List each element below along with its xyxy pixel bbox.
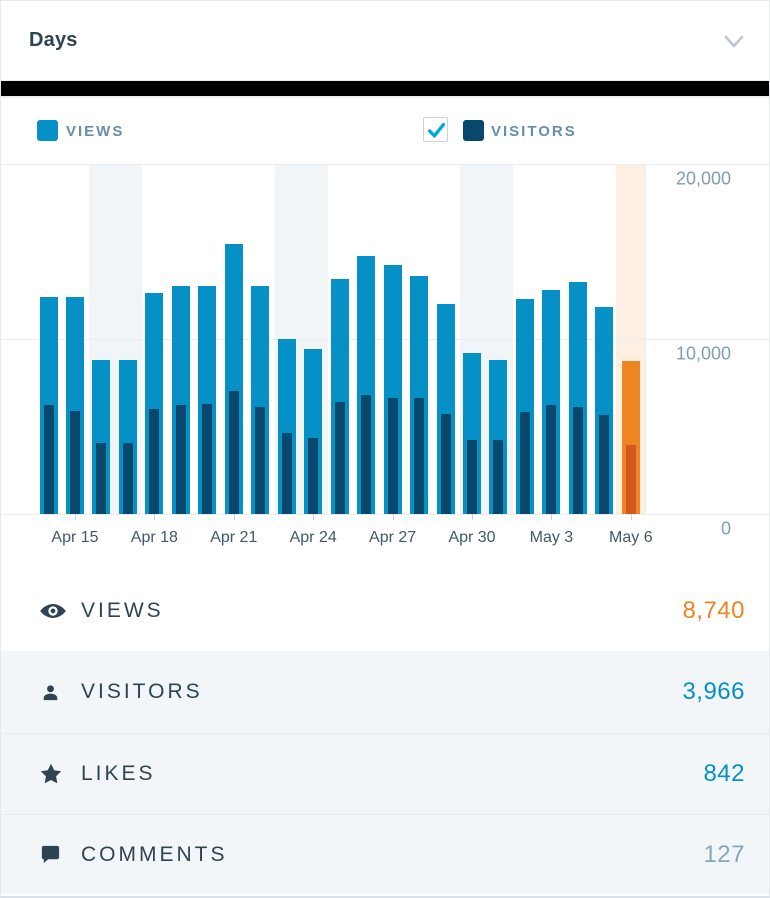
tab-comments-value: 127	[703, 840, 745, 868]
x-tick	[472, 514, 474, 520]
tab-likes-value: 842	[703, 760, 745, 787]
x-tick-label: Apr 30	[448, 529, 496, 546]
visitors-bar-apr-23[interactable]	[281, 433, 292, 514]
tab-visitors-value: 3,966	[682, 678, 745, 705]
tab-comments-label: COMMENTS	[81, 842, 228, 866]
visitors-bar-may-2[interactable]	[519, 412, 530, 514]
visitors-bar-apr-15[interactable]	[69, 411, 80, 514]
plot-right-border	[645, 164, 646, 514]
chevron-down-icon[interactable]	[721, 28, 747, 54]
x-axis-line	[1, 514, 769, 515]
tab-views-label: VIEWS	[81, 598, 164, 622]
user-icon	[39, 681, 81, 704]
x-tick	[74, 514, 76, 520]
eye-icon	[39, 597, 81, 625]
x-tick-label: Apr 15	[51, 529, 99, 546]
visitors-bar-apr-22[interactable]	[255, 407, 266, 514]
visitors-bar-apr-30[interactable]	[467, 440, 478, 514]
views-legend-label: VIEWS	[66, 123, 125, 140]
stats-bar-chart: Apr 15 Apr 18 Apr 21 Apr 24 Apr 27 Apr 30 May …	[1, 159, 769, 559]
visitors-checkbox[interactable]	[423, 117, 448, 142]
x-tick	[313, 514, 315, 520]
tab-views[interactable]: VIEWS 8,740	[1, 570, 769, 651]
y-tick-10000: 10,000	[675, 343, 731, 364]
visitors-bar-apr-29[interactable]	[440, 414, 451, 514]
visitors-bar-apr-19[interactable]	[175, 405, 186, 514]
star-icon	[39, 762, 81, 786]
spacer	[1, 559, 769, 570]
visitors-bar-apr-21[interactable]	[228, 391, 239, 514]
x-tick-label: Apr 18	[130, 529, 178, 546]
visitors-bar-apr-16[interactable]	[96, 443, 107, 514]
chart-bars	[1, 159, 769, 559]
visitors-bar-apr-27[interactable]	[387, 398, 398, 514]
x-tick-label: May 6	[609, 529, 653, 546]
x-tick-label: Apr 21	[210, 529, 258, 546]
x-tick	[233, 514, 235, 520]
comment-icon	[39, 843, 81, 866]
visitors-bar-may-5[interactable]	[599, 415, 610, 514]
days-dropdown-header[interactable]: Days	[1, 1, 769, 81]
y-tick-0: 0	[720, 518, 731, 539]
tab-likes[interactable]: LIKES 842	[1, 733, 769, 814]
visitors-bar-apr-20[interactable]	[202, 404, 213, 514]
visitors-bar-apr-24[interactable]	[308, 438, 319, 514]
visitors-bar-may-3[interactable]	[546, 405, 557, 514]
tab-comments[interactable]: COMMENTS 127	[1, 814, 769, 894]
visitors-bar-apr-25[interactable]	[334, 402, 345, 514]
tab-likes-label: LIKES	[81, 762, 156, 785]
visitors-bar-may-1[interactable]	[493, 440, 504, 514]
visitors-bar-may-6[interactable]	[625, 445, 636, 514]
visitors-legend-label: VISITORS	[491, 123, 577, 140]
stats-summary-tabs: VIEWS 8,740 VISITORS 3,966 LIKES 842	[1, 570, 769, 894]
visitors-bar-apr-17[interactable]	[122, 443, 133, 514]
gridline-20000	[1, 164, 769, 165]
x-tick	[551, 514, 553, 520]
x-tick-label: Apr 24	[289, 529, 337, 546]
x-tick	[154, 514, 156, 520]
y-tick-20000: 20,000	[675, 168, 731, 189]
checkmark-icon	[427, 123, 446, 138]
x-tick	[392, 514, 394, 520]
chart-xaxis: Apr 15 Apr 18 Apr 21 Apr 24 Apr 27 Apr 30 May …	[1, 159, 769, 559]
visitors-legend-swatch	[463, 120, 484, 141]
tab-views-value: 8,740	[682, 596, 745, 624]
visitors-bar-apr-28[interactable]	[414, 398, 425, 514]
x-tick-label: May 3	[529, 529, 574, 546]
page-title: Days	[29, 29, 78, 51]
visitors-bar-apr-14[interactable]	[43, 405, 54, 514]
tab-visitors-label: VISITORS	[81, 680, 203, 703]
visitors-bar-may-4[interactable]	[572, 407, 583, 514]
visitors-bar-apr-26[interactable]	[361, 395, 372, 514]
chart-legend: VIEWS VISITORS	[1, 98, 769, 159]
views-legend-swatch	[37, 120, 58, 141]
tab-visitors[interactable]: VISITORS 3,966	[1, 651, 769, 733]
x-tick-label: Apr 27	[369, 529, 417, 546]
visitors-bar-apr-18[interactable]	[149, 409, 160, 514]
x-tick	[630, 514, 632, 520]
black-divider-bar	[1, 81, 769, 98]
